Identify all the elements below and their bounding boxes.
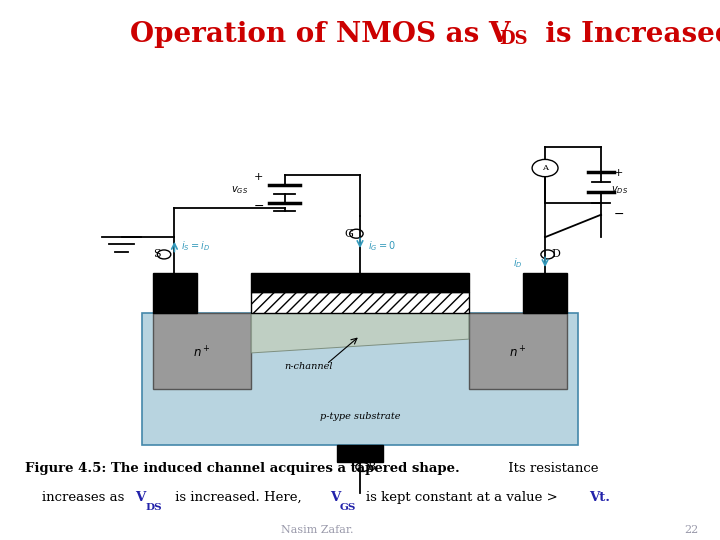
Text: GS: GS — [340, 503, 356, 512]
Text: $n^+$: $n^+$ — [193, 345, 211, 361]
Text: is Increased.: is Increased. — [526, 21, 720, 48]
Text: p-type substrate: p-type substrate — [320, 413, 400, 421]
Text: V: V — [330, 491, 340, 504]
Text: n-channel: n-channel — [284, 362, 333, 372]
FancyBboxPatch shape — [337, 444, 383, 462]
FancyBboxPatch shape — [469, 313, 567, 389]
Text: Vt.: Vt. — [589, 491, 610, 504]
Text: 22: 22 — [684, 525, 698, 535]
Text: A: A — [542, 164, 548, 172]
Text: DS: DS — [499, 30, 528, 48]
Text: is kept constant at a value >: is kept constant at a value > — [366, 491, 562, 504]
FancyBboxPatch shape — [251, 293, 469, 313]
Text: B: B — [368, 462, 376, 472]
Text: −: − — [253, 200, 264, 213]
Text: is increased. Here,: is increased. Here, — [171, 491, 306, 504]
Polygon shape — [251, 313, 469, 353]
FancyBboxPatch shape — [143, 313, 577, 444]
Text: $v_{GS}$: $v_{GS}$ — [231, 185, 248, 197]
Text: $v_{DS}$: $v_{DS}$ — [611, 185, 629, 197]
FancyBboxPatch shape — [251, 273, 469, 293]
Text: Operation of NMOS as V: Operation of NMOS as V — [130, 21, 510, 48]
Text: V: V — [135, 491, 145, 504]
Text: D: D — [552, 249, 561, 259]
Text: S: S — [153, 249, 161, 259]
Text: $i_D$: $i_D$ — [513, 256, 523, 270]
Text: $i_S = i_D$: $i_S = i_D$ — [181, 239, 210, 253]
Text: G: G — [344, 229, 354, 239]
Text: $i_G = 0$: $i_G = 0$ — [368, 239, 395, 253]
Text: −: − — [614, 208, 624, 221]
Text: Its resistance: Its resistance — [504, 462, 598, 475]
Text: +: + — [254, 172, 264, 181]
Text: $n^+$: $n^+$ — [509, 345, 527, 361]
Text: Figure 4.5: The induced channel acquires a tapered shape.: Figure 4.5: The induced channel acquires… — [25, 462, 460, 475]
Text: +: + — [614, 168, 624, 178]
FancyBboxPatch shape — [153, 273, 197, 313]
Text: increases as: increases as — [42, 491, 128, 504]
FancyBboxPatch shape — [523, 273, 567, 313]
Text: Nasim Zafar.: Nasim Zafar. — [281, 525, 353, 535]
FancyBboxPatch shape — [153, 313, 251, 389]
Text: DS: DS — [145, 503, 162, 512]
